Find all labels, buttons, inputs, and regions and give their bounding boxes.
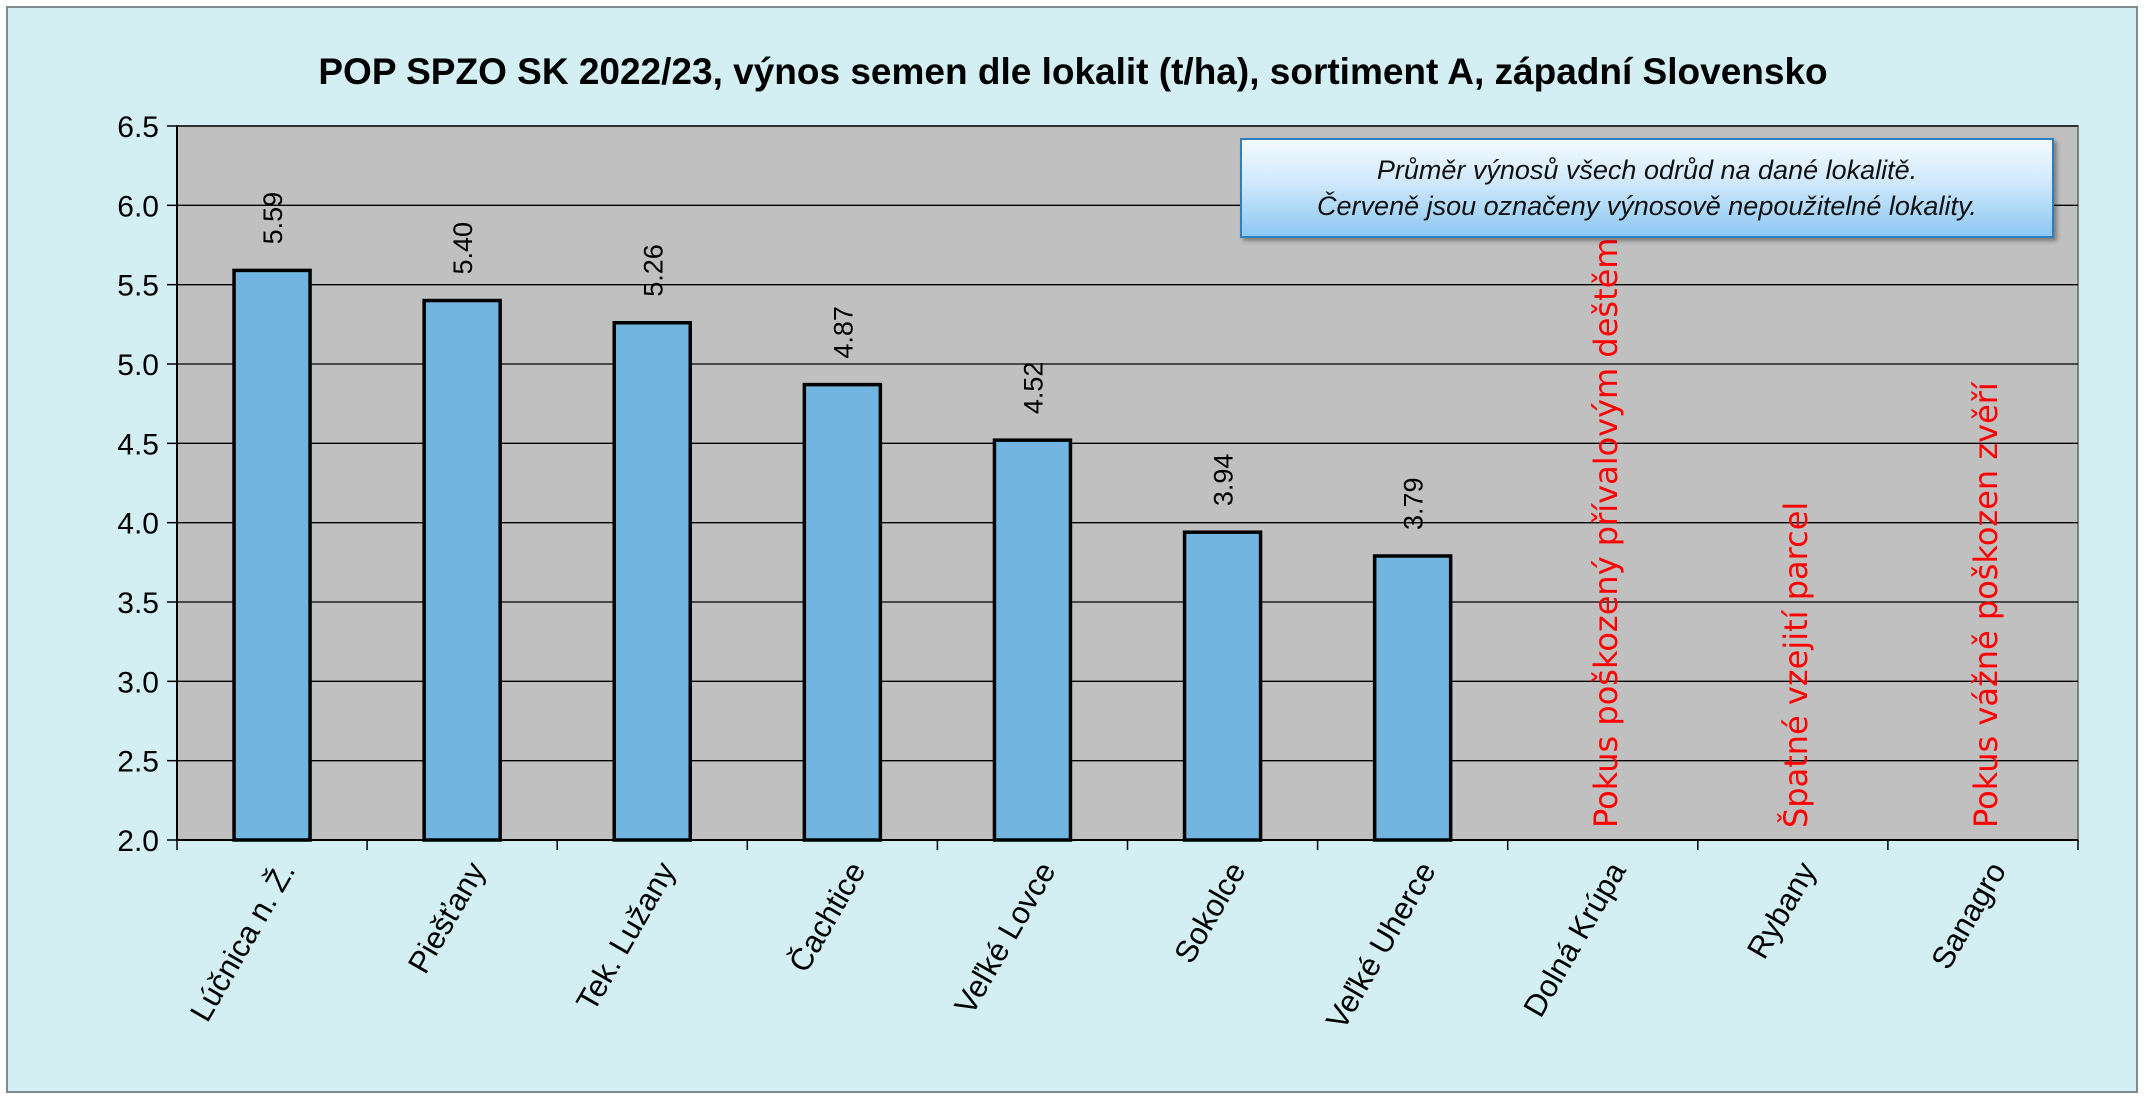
x-tick-label: Čachtice: [782, 856, 873, 978]
bar-value-label: 3.79: [1399, 477, 1429, 530]
bar-value-label: 5.26: [638, 244, 668, 297]
x-tick-label: Sokolce: [1167, 856, 1252, 969]
bar: [232, 268, 312, 842]
annotation-line-1: Průměr výnosů všech odrůd na dané lokali…: [1376, 155, 1918, 185]
bar-value-label: 5.59: [258, 192, 288, 245]
y-tick-label: 3.5: [117, 587, 159, 620]
y-tick-label: 4.5: [117, 428, 159, 461]
unusable-note: Špatné vzejití parcel: [1776, 502, 1815, 828]
y-tick-label: 2.5: [117, 746, 159, 779]
annotation-box: Průměr výnosů všech odrůd na dané lokali…: [1240, 138, 2054, 238]
x-tick-label: Veľké Lovce: [948, 856, 1063, 1020]
bar: [802, 382, 883, 842]
bar: [992, 438, 1073, 842]
y-tick-label: 3.0: [117, 666, 159, 699]
x-tick-label: Sanagro: [1924, 856, 2013, 975]
x-tick-label: Tek. Lužany: [569, 856, 682, 1017]
x-tick-label: Veľké Uherce: [1319, 856, 1443, 1035]
unusable-note: Pokus poškozený přívalovým deštěm: [1587, 238, 1625, 828]
chart-title: POP SPZO SK 2022/23, výnos semen dle lok…: [318, 51, 1827, 92]
y-tick-label: 4.0: [117, 508, 159, 541]
bar: [1372, 554, 1453, 842]
y-tick-label: 6.0: [117, 190, 159, 223]
x-tick-label: Rybany: [1740, 856, 1823, 965]
x-tick-label: Lúčnica n. Ž.: [183, 856, 302, 1027]
x-tick-label: Dolná Krúpa: [1516, 855, 1633, 1022]
bar: [422, 298, 502, 842]
bar: [612, 320, 692, 842]
y-tick-label: 2.0: [117, 825, 159, 858]
unusable-note: Pokus vážně poškozen zvěří: [1967, 381, 2005, 828]
bar-value-label: 3.94: [1209, 454, 1239, 507]
y-tick-label: 5.0: [117, 349, 159, 382]
bar-value-label: 4.87: [828, 306, 858, 359]
bar: [1182, 530, 1263, 842]
x-tick-label: Piešťany: [401, 856, 493, 980]
bar-value-label: 4.52: [1018, 362, 1048, 415]
bar-value-label: 5.40: [448, 222, 478, 275]
y-tick-label: 6.5: [117, 111, 159, 144]
y-tick-label: 5.5: [117, 270, 159, 303]
annotation-line-2: Červeně jsou označeny výnosově nepoužite…: [1317, 191, 1977, 221]
